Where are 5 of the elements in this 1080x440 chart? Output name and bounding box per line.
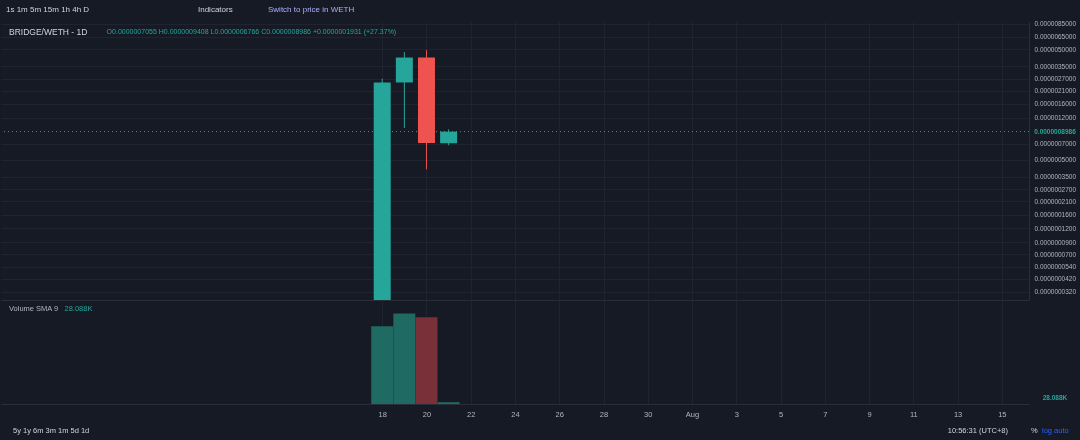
text: BRIDGE/WETH - 1D (9, 27, 88, 37)
text: 1s 1m 5m 15m 1h 4h D (6, 5, 90, 14)
text: Indicators (198, 5, 233, 14)
bar (415, 317, 438, 404)
text: Switch to price in WETH (268, 5, 355, 14)
